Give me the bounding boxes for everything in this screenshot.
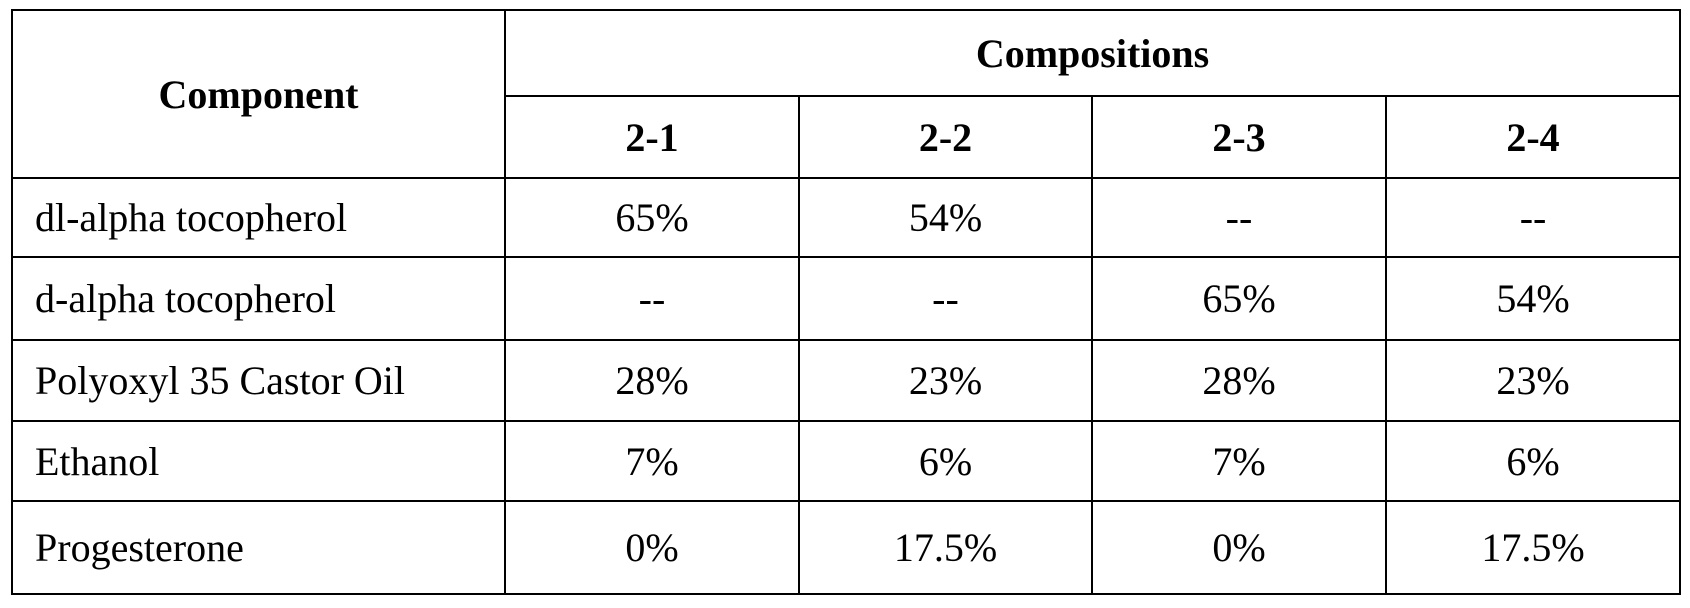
cell: 6% [799,421,1092,501]
row-label: Polyoxyl 35 Castor Oil [12,340,505,421]
cell: 0% [1092,501,1386,594]
cell: 23% [1386,340,1680,421]
table-row: d-alpha tocopherol----65%54% [12,257,1680,340]
cell: 28% [1092,340,1386,421]
composition-table: Component Compositions 2-12-22-32-4 dl-a… [11,9,1681,595]
column-header: 2-1 [505,96,799,178]
cell: 65% [1092,257,1386,340]
page: Component Compositions 2-12-22-32-4 dl-a… [0,0,1690,608]
header-component: Component [12,10,505,178]
row-label: Ethanol [12,421,505,501]
table-row: Polyoxyl 35 Castor Oil28%23%28%23% [12,340,1680,421]
cell: 6% [1386,421,1680,501]
cell: -- [505,257,799,340]
cell: 23% [799,340,1092,421]
cell: -- [799,257,1092,340]
cell: 54% [1386,257,1680,340]
cell: 65% [505,178,799,257]
column-header: 2-4 [1386,96,1680,178]
row-label: Progesterone [12,501,505,594]
row-label: dl-alpha tocopherol [12,178,505,257]
column-header: 2-3 [1092,96,1386,178]
cell: 0% [505,501,799,594]
table-row: Ethanol7%6%7%6% [12,421,1680,501]
cell: -- [1386,178,1680,257]
table-row: Progesterone0%17.5%0%17.5% [12,501,1680,594]
row-label: d-alpha tocopherol [12,257,505,340]
cell: 28% [505,340,799,421]
cell: 17.5% [799,501,1092,594]
cell: 54% [799,178,1092,257]
cell: -- [1092,178,1386,257]
cell: 17.5% [1386,501,1680,594]
header-group: Compositions [505,10,1680,96]
column-header: 2-2 [799,96,1092,178]
table-row: dl-alpha tocopherol65%54%---- [12,178,1680,257]
cell: 7% [1092,421,1386,501]
cell: 7% [505,421,799,501]
